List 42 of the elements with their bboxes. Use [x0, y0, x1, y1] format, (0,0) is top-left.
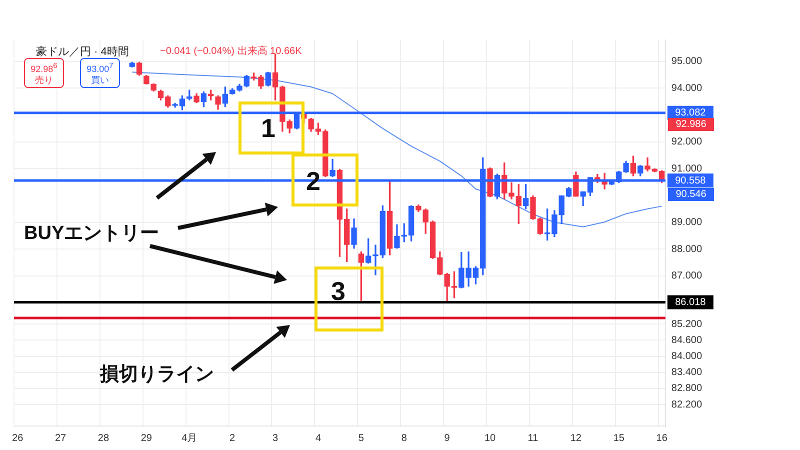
annotation: BUYエントリー [24, 222, 160, 246]
x-tick-label: 26 [12, 432, 24, 444]
y-tick-label: 91.000 [671, 163, 702, 174]
annotation: 3 [331, 276, 346, 307]
y-tick-label: 87.000 [671, 270, 702, 282]
y-tick-label: 83.400 [671, 367, 702, 378]
x-tick-label: 3 [272, 432, 278, 444]
annotation: 92.98$^{6}$ 売り [24, 58, 64, 88]
x-tick-label: 4月 [182, 432, 198, 444]
x-tick-label: 5 [358, 432, 364, 444]
x-tick-label: 28 [98, 432, 110, 444]
y-tick-label: 94.000 [671, 83, 702, 94]
x-tick-label: 16 [656, 432, 668, 444]
x-tick-label: 27 [54, 432, 67, 444]
y-tick-label: 82.800 [671, 383, 702, 394]
text: 92.986 [668, 118, 714, 131]
x-tick-label: 15 [613, 432, 625, 444]
x-tick-label: 11 [528, 432, 539, 444]
text: 豪ドル／円 · 4時間 [36, 45, 129, 59]
x-tick-label: 12 [570, 432, 582, 444]
x-tick-label: 10 [484, 432, 496, 444]
y-tick-label: 92.000 [671, 136, 702, 148]
text: 90.546 [668, 188, 714, 201]
x-tick-label: 2 [230, 432, 236, 444]
y-tick-label: 82.200 [671, 399, 702, 410]
ref-line-label: 93.082 [675, 108, 706, 119]
y-tick-label: 89.000 [671, 217, 702, 228]
y-tick-label: 85.200 [671, 318, 702, 330]
x-tick-label: 9 [444, 432, 450, 444]
x-tick-label: 8 [401, 432, 408, 444]
y-tick-label: 95.000 [671, 56, 702, 68]
y-tick-label: 84.000 [671, 351, 702, 362]
ref-line-label: 90.558 [675, 175, 706, 186]
annotation: 93.00$^{7}$ 買い [80, 58, 120, 88]
y-tick-label: 84.600 [671, 334, 702, 346]
y-tick-label: 88.000 [671, 244, 702, 255]
ref-line-label: 86.018 [675, 296, 706, 308]
x-tick-label: 29 [140, 432, 152, 444]
text: −0.041 (−0.04%) 出来高 10.66K [160, 44, 302, 58]
x-tick-label: 4 [315, 432, 322, 444]
annotation: 1 [261, 113, 276, 144]
annotation: 損切りライン [100, 363, 214, 387]
